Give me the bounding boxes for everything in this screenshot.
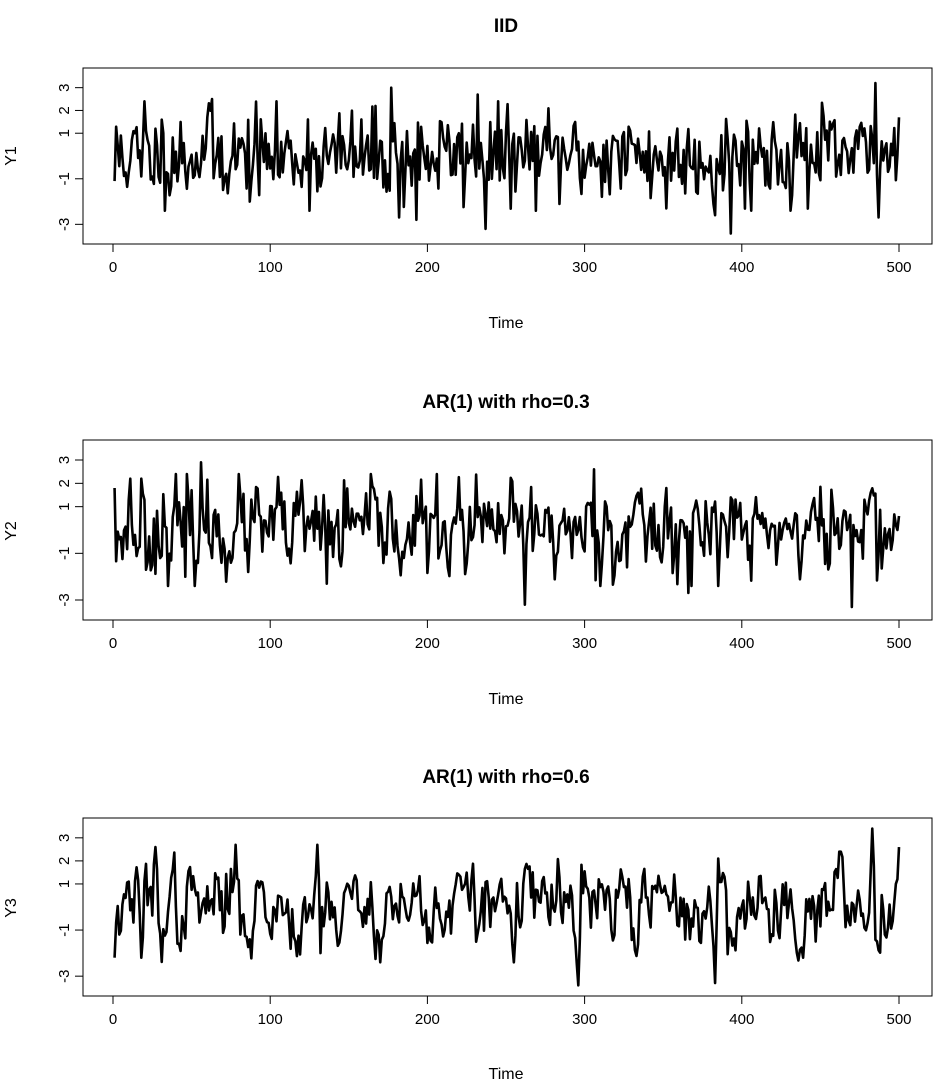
y-tick-label: -1 [56,547,73,560]
x-tick-label: 500 [886,259,911,276]
x-tick-label: 300 [572,635,597,652]
x-axis-label: Time [489,315,524,332]
panel-ar1-rho-0-6: AR(1) with rho=0.6 Time Y3 0 100 200 300 400… [3,767,933,1083]
panel-ar1-rho-0-3: AR(1) with rho=0.3 Time Y2 0 100 200 300 400… [3,392,933,708]
chart-title: AR(1) with rho=0.3 [422,392,589,413]
y-axis-label: Y1 [3,146,20,166]
x-tick-label: 400 [729,1011,754,1028]
y-tick-label: 3 [56,456,73,464]
y-tick-label: -1 [56,172,73,185]
y-ticks: -3 -1 1 2 3 [56,834,83,983]
y-tick-label: -3 [56,218,73,231]
plot-frame [82,817,933,997]
chart-title: IID [494,16,518,37]
series-line [113,461,901,609]
series-line [113,81,901,235]
x-tick-label: 0 [109,1011,117,1028]
x-tick-label: 100 [258,1011,283,1028]
x-tick-label: 300 [572,259,597,276]
y-tick-label: -3 [56,593,73,606]
x-tick-label: 300 [572,1011,597,1028]
y-tick-label: 3 [56,83,73,91]
x-tick-label: 500 [886,1011,911,1028]
x-tick-label: 500 [886,635,911,652]
x-ticks: 0 100 200 300 400 500 [109,244,912,276]
y-tick-label: 2 [56,106,73,114]
x-tick-label: 200 [415,259,440,276]
x-ticks: 0 100 200 300 400 500 [109,996,912,1028]
y-axis-label: Y2 [3,521,20,541]
x-tick-label: 0 [109,635,117,652]
y-tick-label: 2 [56,479,73,487]
series-line [113,827,901,987]
x-axis-label: Time [489,691,524,708]
plot-frame [82,439,933,621]
x-tick-label: 400 [729,259,754,276]
x-tick-label: 200 [415,1011,440,1028]
y-tick-label: 1 [56,502,73,510]
y-tick-label: -1 [56,923,73,936]
y-tick-label: 3 [56,834,73,842]
x-axis-label: Time [489,1066,524,1083]
panel-iid: IID Time Y1 0 100 200 300 400 500 -3 -1 1 2 3 [3,16,933,332]
x-tick-label: 400 [729,635,754,652]
y-ticks: -3 -1 1 2 3 [56,83,83,231]
x-ticks: 0 100 200 300 400 500 [109,620,912,652]
y-tick-label: 1 [56,129,73,137]
x-tick-label: 100 [258,259,283,276]
y-tick-label: -3 [56,969,73,982]
y-axis-label: Y3 [3,898,20,918]
x-tick-label: 100 [258,635,283,652]
x-tick-label: 0 [109,259,117,276]
chart-title: AR(1) with rho=0.6 [422,767,589,788]
y-ticks: -3 -1 1 2 3 [56,456,83,607]
y-tick-label: 2 [56,857,73,865]
plot-frame [82,67,933,245]
x-tick-label: 200 [415,635,440,652]
y-tick-label: 1 [56,880,73,888]
